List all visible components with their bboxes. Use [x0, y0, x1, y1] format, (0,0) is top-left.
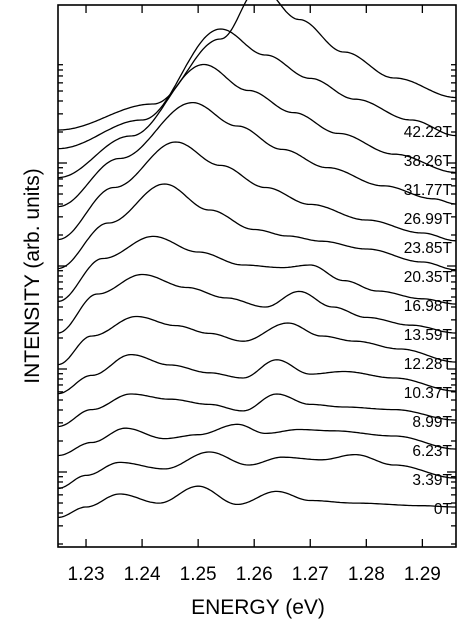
x-axis-ticks: 1.23 1.24 1.25 1.26 1.27 1.28 1.29 [68, 5, 441, 585]
curve-label-3.39T: 3.39T [412, 472, 452, 489]
curve-38.26T [58, 28, 457, 150]
curve-label-6.23T: 6.23T [412, 443, 452, 460]
curve-26.99T [57, 101, 457, 208]
curve-12.28T [57, 315, 456, 366]
curve-label-20.35T: 20.35T [404, 269, 453, 286]
x-tick-label-1: 1.24 [124, 564, 161, 585]
curve-16.98T [57, 235, 456, 305]
curve-42.22T [58, 0, 456, 131]
curve-3.39T [57, 451, 456, 490]
curve-label-38.26T: 38.26T [404, 153, 453, 170]
x-tick-label-3: 1.26 [236, 564, 273, 585]
x-axis-title: ENERGY (eV) [191, 596, 325, 619]
curve-6.23T [57, 423, 456, 457]
curve-label-23.85T: 23.85T [404, 240, 453, 257]
curve-label-12.28T: 12.28T [404, 356, 453, 373]
curve-23.85T [57, 141, 457, 242]
curve-0T [57, 485, 456, 519]
curve-label-13.59T: 13.59T [404, 327, 453, 344]
curve-label-26.99T: 26.99T [404, 211, 453, 228]
curve-10.37T [57, 353, 456, 395]
x-tick-label-0: 1.23 [68, 564, 105, 585]
curve-31.77T [57, 63, 456, 179]
curve-13.59T [57, 273, 456, 334]
curve-label-42.22T: 42.22T [404, 124, 453, 141]
x-tick-label-4: 1.27 [292, 564, 329, 585]
x-tick-label-5: 1.28 [348, 564, 385, 585]
curve-label-16.98T: 16.98T [404, 298, 453, 315]
curve-label-31.77T: 31.77T [404, 182, 453, 199]
y-axis-title: INTENSITY (arb. units) [21, 168, 44, 384]
x-tick-label-6: 1.29 [404, 564, 441, 585]
curve-label-0T: 0T [434, 501, 453, 518]
spectra-curves [57, 0, 457, 519]
curve-label-8.99T: 8.99T [412, 414, 452, 431]
plot-frame [57, 4, 457, 548]
y-axis-minor-ticks [58, 64, 456, 545]
field-labels: 0T 3.39T 6.23T 8.99T 10.37T 12.28T 13.59T 16.98… [404, 124, 453, 518]
curve-20.35T [57, 183, 457, 271]
curve-8.99T [57, 393, 456, 428]
curve-label-10.37T: 10.37T [404, 385, 453, 402]
x-tick-label-2: 1.25 [180, 564, 217, 585]
